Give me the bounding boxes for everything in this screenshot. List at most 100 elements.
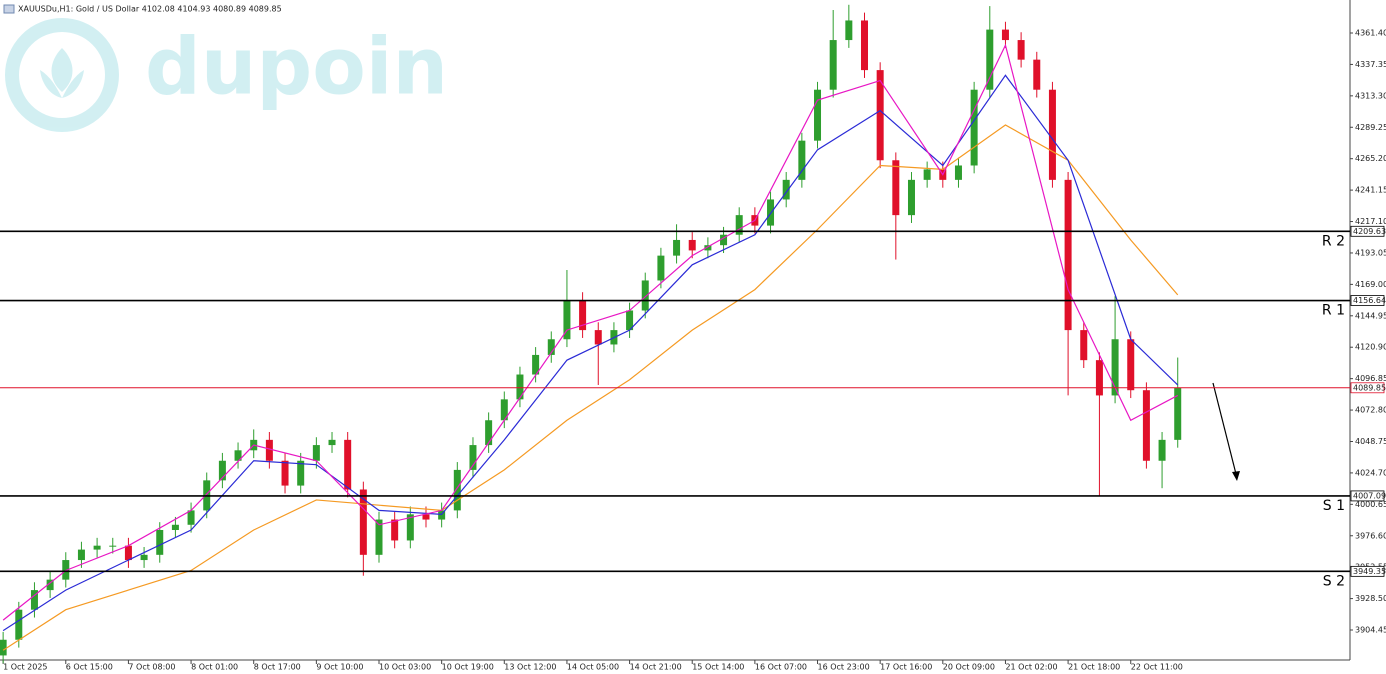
candle-body bbox=[1158, 439, 1166, 461]
candle-body bbox=[265, 439, 273, 461]
y-tick-label: 4193.05 bbox=[1355, 248, 1386, 257]
candle-body bbox=[391, 519, 399, 541]
candle-body bbox=[438, 510, 446, 520]
candle-body bbox=[735, 215, 743, 235]
candle-body bbox=[861, 20, 869, 71]
y-tick-label: 4000.65 bbox=[1355, 500, 1386, 509]
x-tick-label: 10 Oct 19:00 bbox=[442, 663, 494, 672]
candle-body bbox=[77, 549, 85, 561]
x-tick-label: 1 Oct 2025 bbox=[3, 663, 47, 672]
candle-body bbox=[359, 489, 367, 555]
candle-body bbox=[62, 560, 70, 580]
y-tick-label: 4144.95 bbox=[1355, 311, 1386, 320]
candle-body bbox=[986, 29, 994, 90]
candle-body bbox=[626, 310, 634, 331]
candle-body bbox=[140, 554, 148, 561]
y-tick-label: 4361.40 bbox=[1355, 29, 1386, 38]
level-price: 4089.85 bbox=[1353, 383, 1386, 392]
candle-body bbox=[594, 330, 602, 345]
candle-body bbox=[0, 639, 7, 656]
candle-body bbox=[1127, 339, 1135, 391]
y-tick-label: 3976.60 bbox=[1355, 531, 1386, 540]
y-tick-label: 4337.35 bbox=[1355, 60, 1386, 69]
candle-body bbox=[892, 160, 900, 216]
y-tick-label: 3928.50 bbox=[1355, 594, 1386, 603]
x-tick-label: 8 Oct 17:00 bbox=[254, 663, 301, 672]
candle-body bbox=[814, 89, 822, 141]
watermark-logo bbox=[5, 18, 119, 132]
level-price-box bbox=[1350, 295, 1385, 306]
y-tick-label: 4096.85 bbox=[1355, 374, 1386, 383]
candle-body bbox=[579, 300, 587, 331]
y-tick-label: 4024.70 bbox=[1355, 468, 1386, 477]
y-tick-label: 4313.30 bbox=[1355, 91, 1386, 100]
level-label: S 1 bbox=[1323, 498, 1345, 514]
y-tick-label: 4169.00 bbox=[1355, 280, 1386, 289]
y-tick-label: 4265.20 bbox=[1355, 154, 1386, 163]
x-tick-label: 16 Oct 07:00 bbox=[755, 663, 807, 672]
chart-header: XAUUSDu,H1: Gold / US Dollar 4102.08 410… bbox=[18, 5, 282, 14]
candle-body bbox=[485, 420, 493, 446]
level-price: 3949.35 bbox=[1353, 567, 1386, 576]
level-price-box bbox=[1350, 382, 1385, 394]
candle-body bbox=[1064, 179, 1072, 331]
y-tick-label: 4072.80 bbox=[1355, 406, 1386, 415]
candle-body bbox=[30, 590, 38, 610]
x-tick-label: 14 Oct 05:00 bbox=[567, 663, 619, 672]
candle-body bbox=[344, 439, 352, 490]
candle-body bbox=[312, 445, 320, 461]
candle-body bbox=[798, 140, 806, 180]
candle-body bbox=[469, 445, 477, 470]
candle-body bbox=[657, 255, 665, 281]
candle-body bbox=[1001, 29, 1009, 41]
y-tick-label: 3904.45 bbox=[1355, 626, 1386, 635]
candle-body bbox=[171, 524, 179, 531]
candle-body bbox=[563, 300, 571, 340]
candle-body bbox=[720, 234, 728, 246]
forecast-arrow bbox=[1212, 382, 1240, 481]
moving-average bbox=[2, 43, 1179, 621]
candle-body bbox=[15, 609, 23, 640]
y-tick-label: 4217.10 bbox=[1355, 217, 1386, 226]
candle-body bbox=[1017, 40, 1025, 60]
candle-body bbox=[516, 374, 524, 400]
x-tick-label: 22 Oct 11:00 bbox=[1131, 663, 1183, 672]
candle-body bbox=[1111, 339, 1119, 396]
candle-body bbox=[532, 354, 540, 375]
level-label: S 2 bbox=[1323, 573, 1345, 589]
candle-body bbox=[1033, 59, 1041, 90]
y-tick-label: 4289.25 bbox=[1355, 123, 1386, 132]
candle-body bbox=[156, 530, 164, 555]
level-label: R 1 bbox=[1322, 303, 1345, 319]
candle-body bbox=[93, 545, 101, 550]
candle-body bbox=[406, 514, 414, 541]
candle-body bbox=[124, 545, 132, 561]
level-price: 4156.64 bbox=[1353, 296, 1386, 305]
symbol-icon bbox=[3, 4, 15, 14]
candle-body bbox=[1095, 360, 1103, 396]
x-tick-label: 9 Oct 10:00 bbox=[316, 663, 363, 672]
candle-body bbox=[641, 280, 649, 311]
x-tick-label: 21 Oct 18:00 bbox=[1068, 663, 1120, 672]
candle-body bbox=[234, 450, 242, 461]
level-price: 4209.63 bbox=[1353, 227, 1386, 236]
moving-average bbox=[2, 74, 1179, 632]
watermark-text: dupoin bbox=[145, 22, 448, 112]
x-tick-label: 17 Oct 16:00 bbox=[880, 663, 932, 672]
x-tick-label: 14 Oct 21:00 bbox=[630, 663, 682, 672]
candle-body bbox=[187, 510, 195, 525]
candle-body bbox=[1142, 390, 1150, 461]
x-tick-label: 15 Oct 14:00 bbox=[692, 663, 744, 672]
moving-average bbox=[2, 124, 1179, 651]
y-tick-label: 4241.15 bbox=[1355, 186, 1386, 195]
candle-body bbox=[704, 245, 712, 251]
x-tick-label: 21 Oct 02:00 bbox=[1005, 663, 1057, 672]
candle-body bbox=[876, 70, 884, 161]
level-label: R 2 bbox=[1322, 233, 1345, 249]
candle-body bbox=[500, 399, 508, 421]
x-tick-label: 13 Oct 12:00 bbox=[504, 663, 556, 672]
y-tick-label: 4048.75 bbox=[1355, 437, 1386, 446]
candle-body bbox=[109, 545, 117, 547]
